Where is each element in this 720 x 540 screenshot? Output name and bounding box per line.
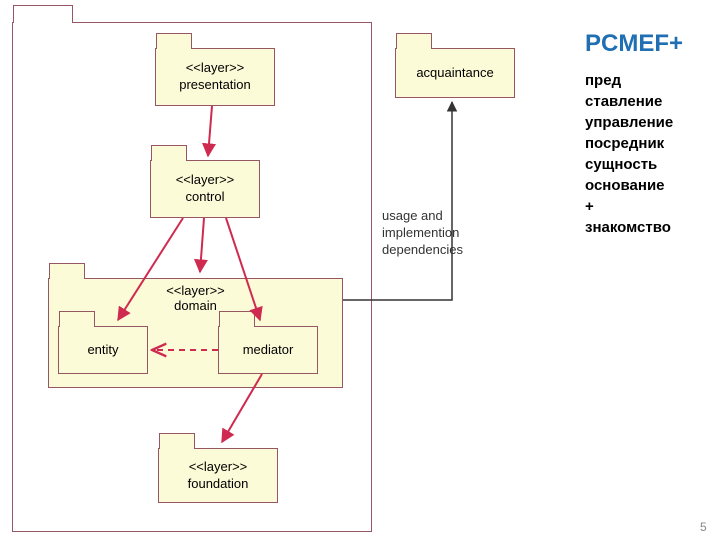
label-presentation: presentation (179, 77, 251, 94)
stereo-control: <<layer>> (176, 172, 235, 189)
legend-line-4: сущность (585, 154, 673, 175)
package-foundation: <<layer>> foundation (158, 448, 278, 503)
package-control-tab (151, 145, 187, 161)
legend-line-1: ставление (585, 91, 673, 112)
package-foundation-tab (159, 433, 195, 449)
label-control: control (185, 189, 224, 206)
package-domain-tab (49, 263, 85, 279)
legend-line-2: управление (585, 112, 673, 133)
title-block: PCMEF+ (585, 30, 683, 58)
legend-line-0: пред (585, 70, 673, 91)
legend-block: представлениеуправлениепосредниксущность… (585, 70, 673, 238)
package-acquaintance-tab (396, 33, 432, 49)
package-entity-tab (59, 311, 95, 327)
annot-line2: implemention (382, 225, 463, 242)
package-presentation: <<layer>> presentation (155, 48, 275, 106)
package-entity: entity (58, 326, 148, 374)
legend-line-3: посредник (585, 133, 673, 154)
annot-line3: dependencies (382, 242, 463, 259)
stereo-presentation: <<layer>> (186, 60, 245, 77)
label-acquaintance: acquaintance (416, 65, 493, 82)
page-number: 5 (700, 520, 707, 534)
package-acquaintance: acquaintance (395, 48, 515, 98)
legend-line-6: + (585, 196, 673, 217)
legend-line-5: основание (585, 175, 673, 196)
dependency-annotation: usage and implemention dependencies (382, 208, 463, 259)
package-outer-tab (13, 5, 73, 23)
stereo-foundation: <<layer>> (189, 459, 248, 476)
stereo-domain: <<layer>> (49, 283, 342, 298)
legend-line-7: знакомство (585, 217, 673, 238)
annot-line1: usage and (382, 208, 463, 225)
label-mediator: mediator (243, 342, 294, 359)
diagram-canvas: <<layer>> presentation <<layer>> control… (0, 0, 720, 540)
package-control: <<layer>> control (150, 160, 260, 218)
package-mediator-tab (219, 311, 255, 327)
diagram-title: PCMEF+ (585, 30, 683, 58)
package-mediator: mediator (218, 326, 318, 374)
package-presentation-tab (156, 33, 192, 49)
label-foundation: foundation (188, 476, 249, 493)
label-entity: entity (87, 342, 118, 359)
